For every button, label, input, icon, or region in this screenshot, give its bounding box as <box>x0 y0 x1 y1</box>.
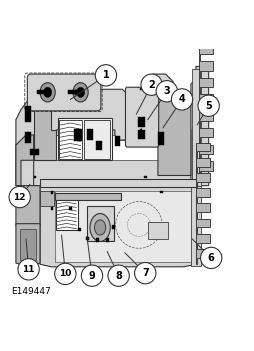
Bar <box>105 238 108 242</box>
Bar <box>111 225 114 229</box>
Text: 11: 11 <box>22 265 35 274</box>
Bar <box>78 228 81 231</box>
Bar <box>87 206 113 241</box>
Bar <box>87 129 93 140</box>
Circle shape <box>9 186 30 208</box>
Polygon shape <box>198 44 212 178</box>
Ellipse shape <box>90 213 110 241</box>
Polygon shape <box>192 69 200 186</box>
Polygon shape <box>40 187 197 267</box>
Bar <box>144 176 146 178</box>
Bar <box>25 106 30 122</box>
Circle shape <box>197 95 218 117</box>
Bar <box>68 90 75 94</box>
Text: 5: 5 <box>204 101 211 111</box>
Bar <box>84 120 109 159</box>
Circle shape <box>171 89 192 110</box>
Circle shape <box>107 265 129 286</box>
Circle shape <box>155 81 177 102</box>
Polygon shape <box>195 143 209 264</box>
Bar <box>40 179 197 187</box>
Text: 7: 7 <box>141 268 148 278</box>
Ellipse shape <box>43 87 52 97</box>
Bar <box>69 207 71 210</box>
Polygon shape <box>56 135 188 160</box>
Polygon shape <box>20 229 36 260</box>
Bar <box>160 191 162 193</box>
Bar <box>51 207 53 211</box>
Bar <box>25 132 30 143</box>
Bar <box>34 176 36 178</box>
Bar <box>137 117 144 127</box>
Circle shape <box>95 65 116 86</box>
Bar <box>51 191 53 194</box>
Bar <box>114 136 119 146</box>
Ellipse shape <box>73 83 88 102</box>
Polygon shape <box>157 89 190 176</box>
Bar <box>59 120 82 159</box>
Ellipse shape <box>94 220 105 235</box>
Polygon shape <box>191 186 200 266</box>
Bar <box>147 223 167 239</box>
Ellipse shape <box>76 87 84 97</box>
Bar <box>96 140 102 150</box>
Text: 4: 4 <box>178 94 185 104</box>
FancyBboxPatch shape <box>125 87 158 147</box>
Circle shape <box>134 263 155 284</box>
Polygon shape <box>34 99 56 160</box>
Text: 3: 3 <box>163 86 169 96</box>
Polygon shape <box>16 66 208 186</box>
Circle shape <box>81 265 102 286</box>
Bar <box>96 238 99 242</box>
Text: E149447: E149447 <box>11 287 50 296</box>
Bar <box>139 88 142 90</box>
Text: 10: 10 <box>59 270 71 278</box>
Bar <box>56 200 77 230</box>
Text: 8: 8 <box>115 271 122 281</box>
Bar <box>74 128 82 141</box>
Polygon shape <box>34 130 190 186</box>
Circle shape <box>55 263 76 285</box>
Polygon shape <box>55 191 193 262</box>
Polygon shape <box>16 135 34 186</box>
Text: 6: 6 <box>207 253 214 263</box>
Bar <box>37 90 45 94</box>
Polygon shape <box>16 224 40 267</box>
Circle shape <box>140 74 162 95</box>
Polygon shape <box>16 186 40 226</box>
Ellipse shape <box>40 83 55 102</box>
Text: 12: 12 <box>13 193 26 201</box>
Circle shape <box>18 259 39 280</box>
Text: 2: 2 <box>148 80 154 90</box>
Bar <box>85 237 88 240</box>
Bar <box>157 132 163 145</box>
Text: 9: 9 <box>88 271 95 281</box>
Bar <box>137 130 144 139</box>
Circle shape <box>200 247 221 269</box>
Text: 1: 1 <box>102 70 109 80</box>
FancyBboxPatch shape <box>27 74 101 111</box>
Bar <box>57 118 112 160</box>
Bar <box>30 148 39 155</box>
Bar <box>40 191 54 206</box>
Bar <box>55 193 121 200</box>
